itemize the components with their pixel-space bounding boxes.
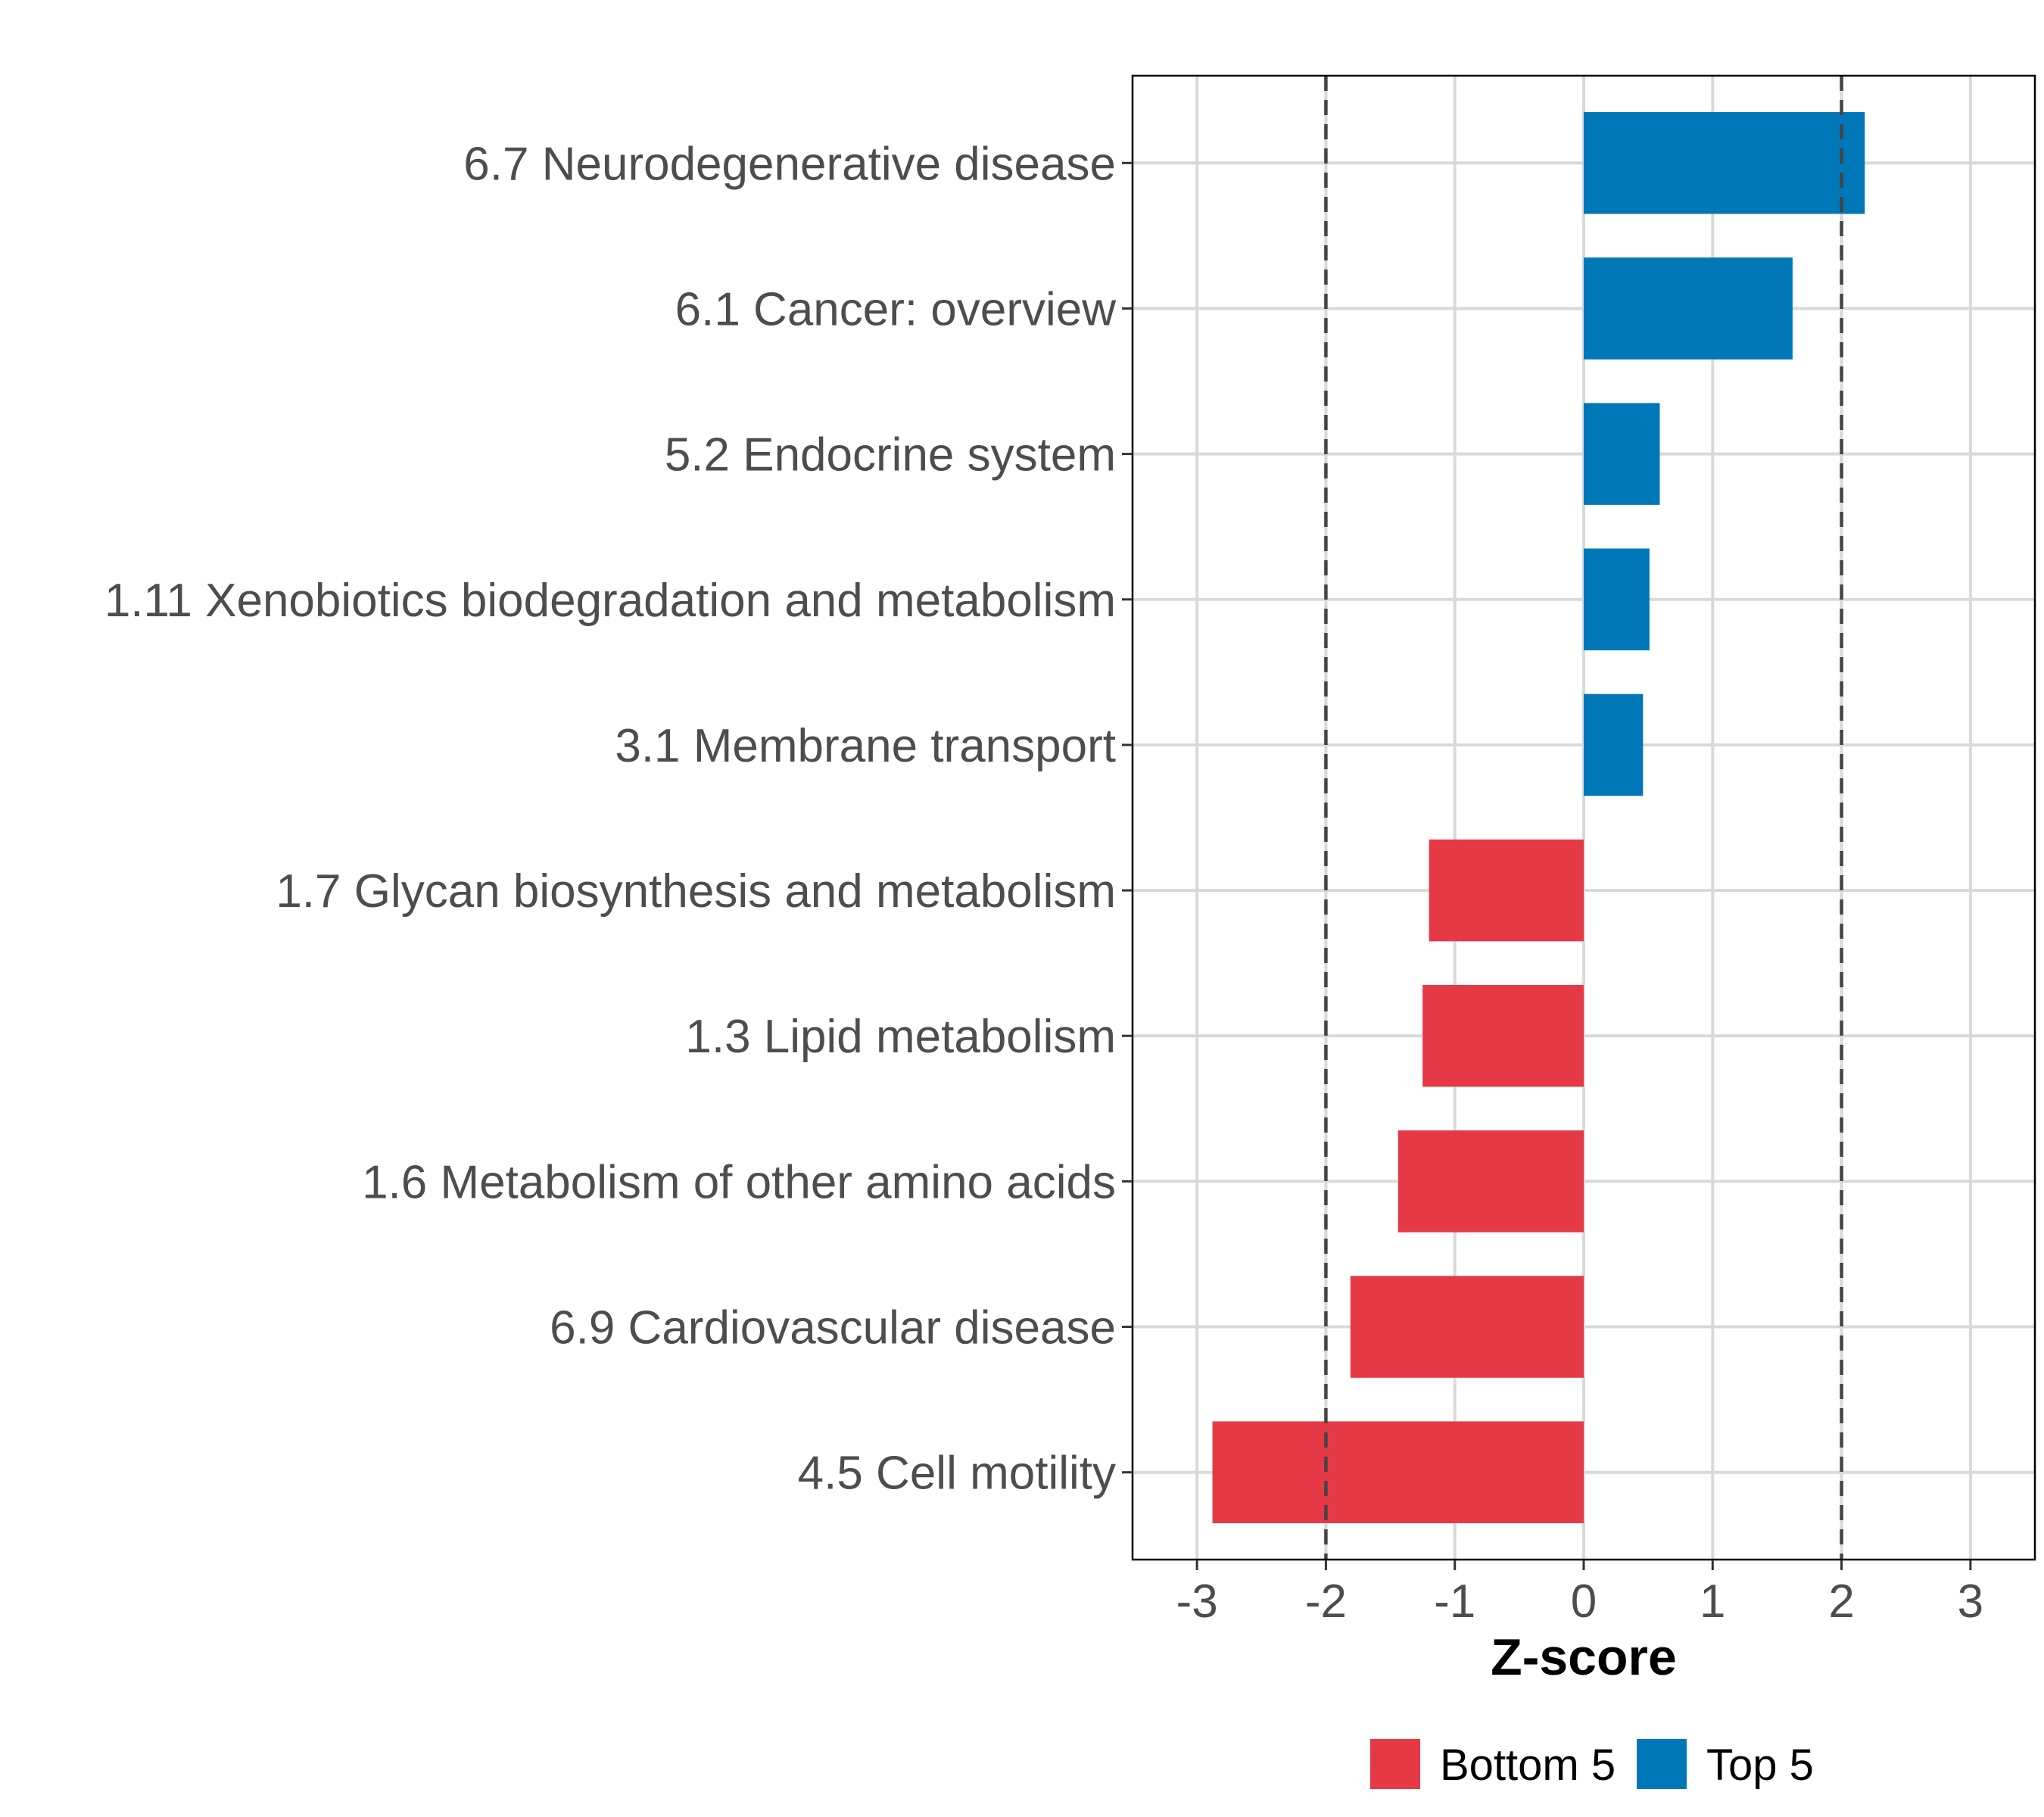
category-label: 6.9 Cardiovascular disease [550, 1302, 1116, 1354]
category-label: 1.7 Glycan biosynthesis and metabolism [276, 865, 1116, 918]
x-tick-label: 0 [1571, 1575, 1597, 1628]
x-tick-label: 3 [1958, 1575, 1983, 1628]
legend-swatch [1370, 1739, 1420, 1789]
x-tick-label: -2 [1305, 1575, 1347, 1628]
bar [1584, 548, 1650, 651]
category-label: 6.7 Neurodegenerative disease [463, 138, 1116, 190]
x-tick-label: 2 [1828, 1575, 1854, 1628]
bar [1584, 403, 1660, 505]
legend: Bottom 5 Top 5 [1370, 1739, 1814, 1790]
reference-lines [1324, 76, 1843, 1560]
bar [1584, 257, 1793, 360]
bar [1584, 693, 1644, 796]
legend-swatch [1637, 1739, 1687, 1789]
category-labels: 6.7 Neurodegenerative disease 6.1 Cancer:… [104, 138, 1133, 1500]
category-label: 1.11 Xenobiotics biodegradation and meta… [104, 575, 1116, 627]
bar [1584, 112, 1865, 214]
x-tick-label: -1 [1434, 1575, 1475, 1628]
x-axis-title: Z-score [1491, 1628, 1677, 1686]
category-label: 4.5 Cell motility [798, 1448, 1116, 1500]
category-label: 5.2 Endocrine system [665, 429, 1116, 482]
bar [1212, 1421, 1584, 1523]
bars [1212, 112, 1865, 1523]
legend-label: Top 5 [1706, 1741, 1814, 1790]
category-label: 3.1 Membrane transport [615, 720, 1116, 772]
bar [1350, 1276, 1584, 1378]
x-tick-label: -3 [1176, 1575, 1218, 1628]
bar [1397, 1130, 1584, 1233]
category-label: 1.3 Lipid metabolism [685, 1011, 1116, 1063]
category-label: 1.6 Metabolism of other amino acids [362, 1156, 1116, 1208]
category-label: 6.1 Cancer: overview [675, 283, 1117, 335]
bar [1429, 839, 1584, 942]
legend-label: Bottom 5 [1440, 1741, 1616, 1790]
x-tick-labels: -3 -2 -1 0 1 2 3 [1176, 1560, 1983, 1628]
x-tick-label: 1 [1700, 1575, 1725, 1628]
bar [1422, 984, 1584, 1087]
